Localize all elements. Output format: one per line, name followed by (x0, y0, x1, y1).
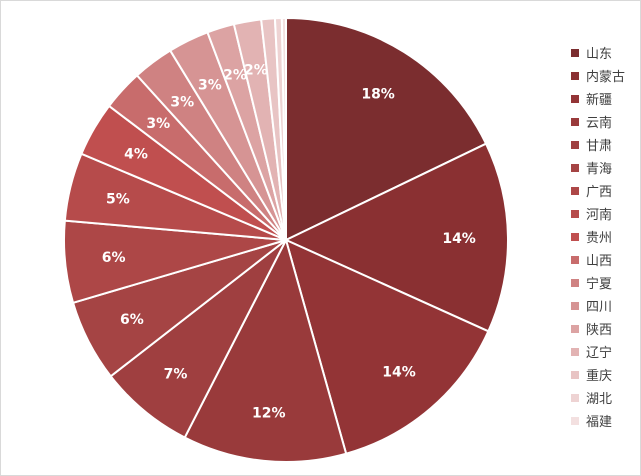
legend-swatch-青海 (571, 164, 579, 172)
legend-label-广西: 广西 (586, 185, 612, 200)
slice-label-云南: 12% (252, 405, 286, 421)
pie-slice-新疆 (284, 238, 490, 455)
legend-label-山西: 山西 (586, 254, 612, 269)
slice-label-青海: 6% (120, 312, 144, 328)
legend-label-山东: 山东 (586, 47, 612, 62)
legend-swatch-重庆 (571, 371, 579, 379)
legend-swatch-福建 (571, 417, 579, 425)
legend-label-宁夏: 宁夏 (586, 276, 612, 292)
legend-swatch-辽宁 (571, 348, 579, 356)
slice-label-内蒙古: 14% (442, 231, 476, 247)
legend-label-内蒙古: 内蒙古 (586, 69, 625, 85)
legend-label-云南: 云南 (586, 115, 612, 131)
legend-label-重庆: 重庆 (586, 368, 612, 384)
slice-label-河南: 5% (106, 191, 130, 207)
legend-swatch-宁夏 (571, 279, 579, 287)
legend-swatch-湖北 (571, 394, 579, 402)
legend-label-河南: 河南 (586, 207, 612, 223)
legend-label-甘肃: 甘肃 (586, 139, 612, 154)
pie-slice-labels: 18%14%14%12%7%6%6%5%4%3%3%3%2%2% (102, 63, 476, 422)
legend-label-福建: 福建 (586, 415, 612, 430)
legend-swatch-内蒙古 (571, 72, 579, 80)
legend-label-新疆: 新疆 (586, 92, 612, 108)
slice-label-陕西: 2% (223, 68, 247, 84)
legend-label-辽宁: 辽宁 (586, 345, 612, 361)
legend-swatch-贵州 (571, 233, 579, 241)
legend-swatch-山东 (571, 49, 579, 57)
slice-label-甘肃: 7% (164, 366, 188, 382)
pie-slice-山东 (285, 16, 488, 242)
legend-label-湖北: 湖北 (586, 392, 612, 407)
legend-label-青海: 青海 (586, 162, 612, 177)
slice-label-辽宁: 2% (244, 63, 268, 79)
legend-swatch-广西 (571, 187, 579, 195)
legend-swatch-甘肃 (571, 141, 579, 149)
slice-label-贵州: 4% (124, 146, 148, 162)
legend-swatch-新疆 (571, 95, 579, 103)
legend-swatch-陕西 (571, 325, 579, 333)
slice-label-山西: 3% (146, 116, 170, 132)
pie-slice-福建 (280, 16, 287, 241)
legend-swatch-四川 (571, 302, 579, 310)
legend-label-贵州: 贵州 (586, 231, 612, 246)
legend-label-四川: 四川 (586, 300, 612, 315)
legend-label-陕西: 陕西 (586, 323, 612, 338)
slice-label-新疆: 14% (382, 364, 416, 380)
pie-slice-云南 (183, 237, 348, 463)
slice-label-四川: 3% (198, 78, 222, 94)
slice-label-广西: 6% (102, 250, 126, 266)
pie-slice-内蒙古 (283, 142, 509, 333)
slice-label-山东: 18% (361, 86, 395, 102)
legend-swatch-云南 (571, 118, 579, 126)
slice-label-宁夏: 3% (170, 94, 194, 110)
legend-swatch-山西 (571, 256, 579, 264)
legend-swatch-河南 (571, 210, 579, 218)
pie-slices (63, 16, 509, 463)
